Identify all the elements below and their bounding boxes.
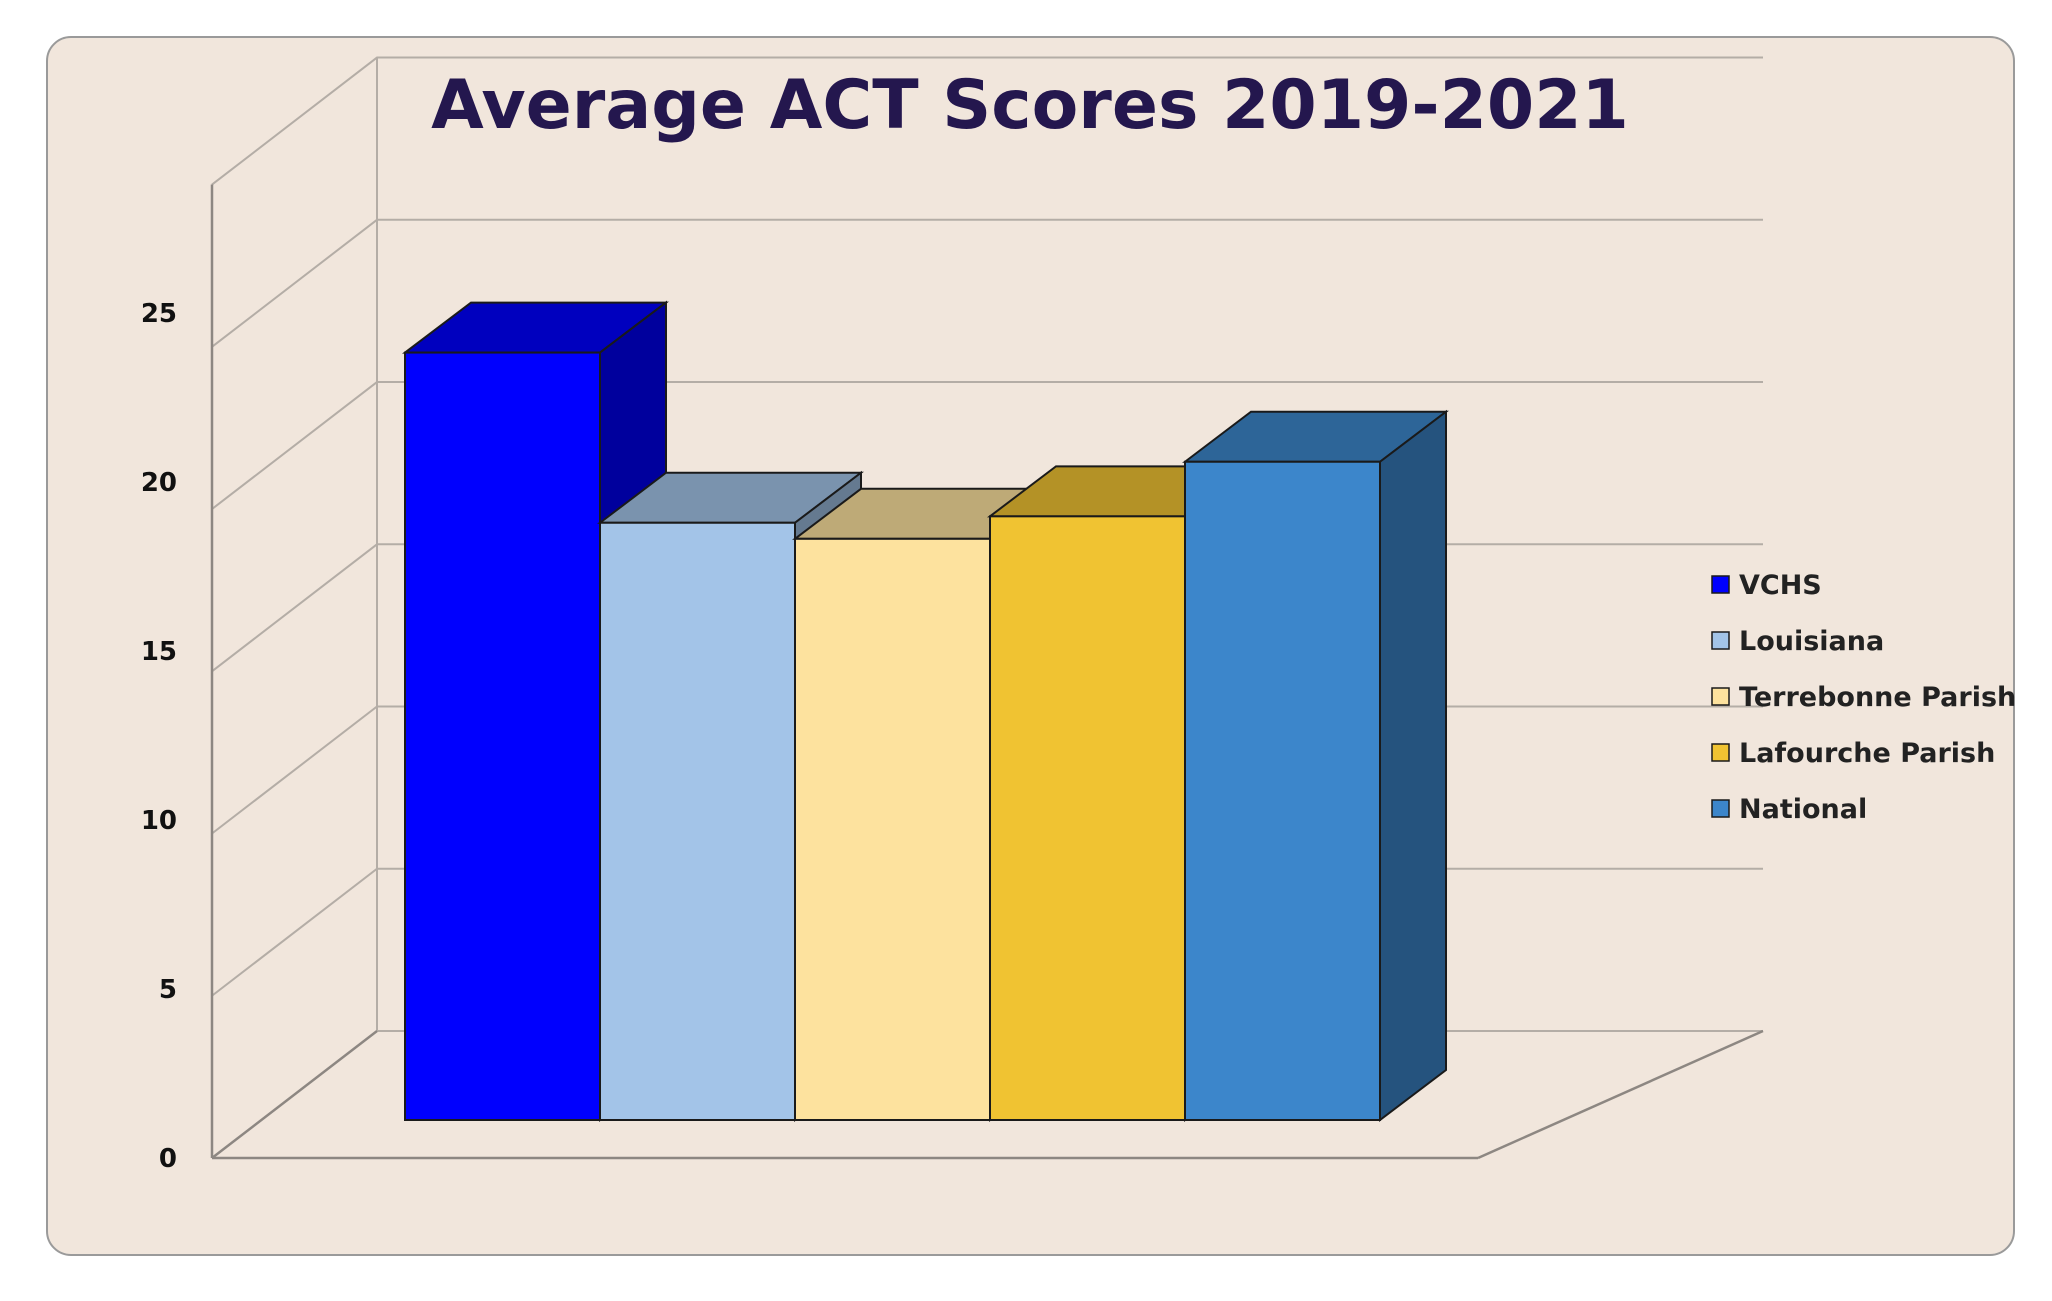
legend-label: National (1739, 794, 1867, 825)
bar-front (794, 537, 991, 1121)
legend-swatch (1711, 687, 1730, 706)
bar-national (1182, 409, 1449, 1123)
y-tick-label: 15 (141, 637, 177, 667)
bar-front (1184, 460, 1381, 1121)
floor-right-edge (1477, 1029, 1764, 1160)
grid-walls (210, 56, 1764, 1160)
floor-left-edge (211, 1030, 378, 1159)
bars (402, 300, 1449, 1123)
chart-title: Average ACT Scores 2019-2021 (431, 66, 1629, 145)
legend-label: Lafourche Parish (1739, 738, 1995, 769)
bar-front (599, 521, 796, 1121)
legend-label: Louisiana (1739, 626, 1884, 657)
legend-swatch (1711, 631, 1730, 650)
bar-front (989, 515, 1186, 1121)
y-axis-ticks: 0 5 10 15 20 25 (141, 299, 177, 1174)
y-tick-label: 25 (141, 299, 177, 329)
bar-vchs (402, 300, 669, 1123)
y-tick-label: 10 (141, 806, 177, 836)
legend-label: VCHS (1739, 570, 1822, 601)
bar-front (404, 351, 601, 1122)
y-tick-label: 20 (141, 468, 177, 498)
y-tick-label: 0 (159, 1144, 177, 1174)
legend-swatch (1711, 743, 1730, 762)
legend-swatch (1711, 799, 1730, 818)
legend: VCHS Louisiana Terrebonne Parish Lafourche … (1711, 570, 2016, 825)
y-tick-label: 5 (159, 975, 177, 1005)
legend-swatch (1711, 575, 1730, 594)
legend-label: Terrebonne Parish (1739, 682, 2016, 713)
bar-side (1379, 409, 1447, 1123)
